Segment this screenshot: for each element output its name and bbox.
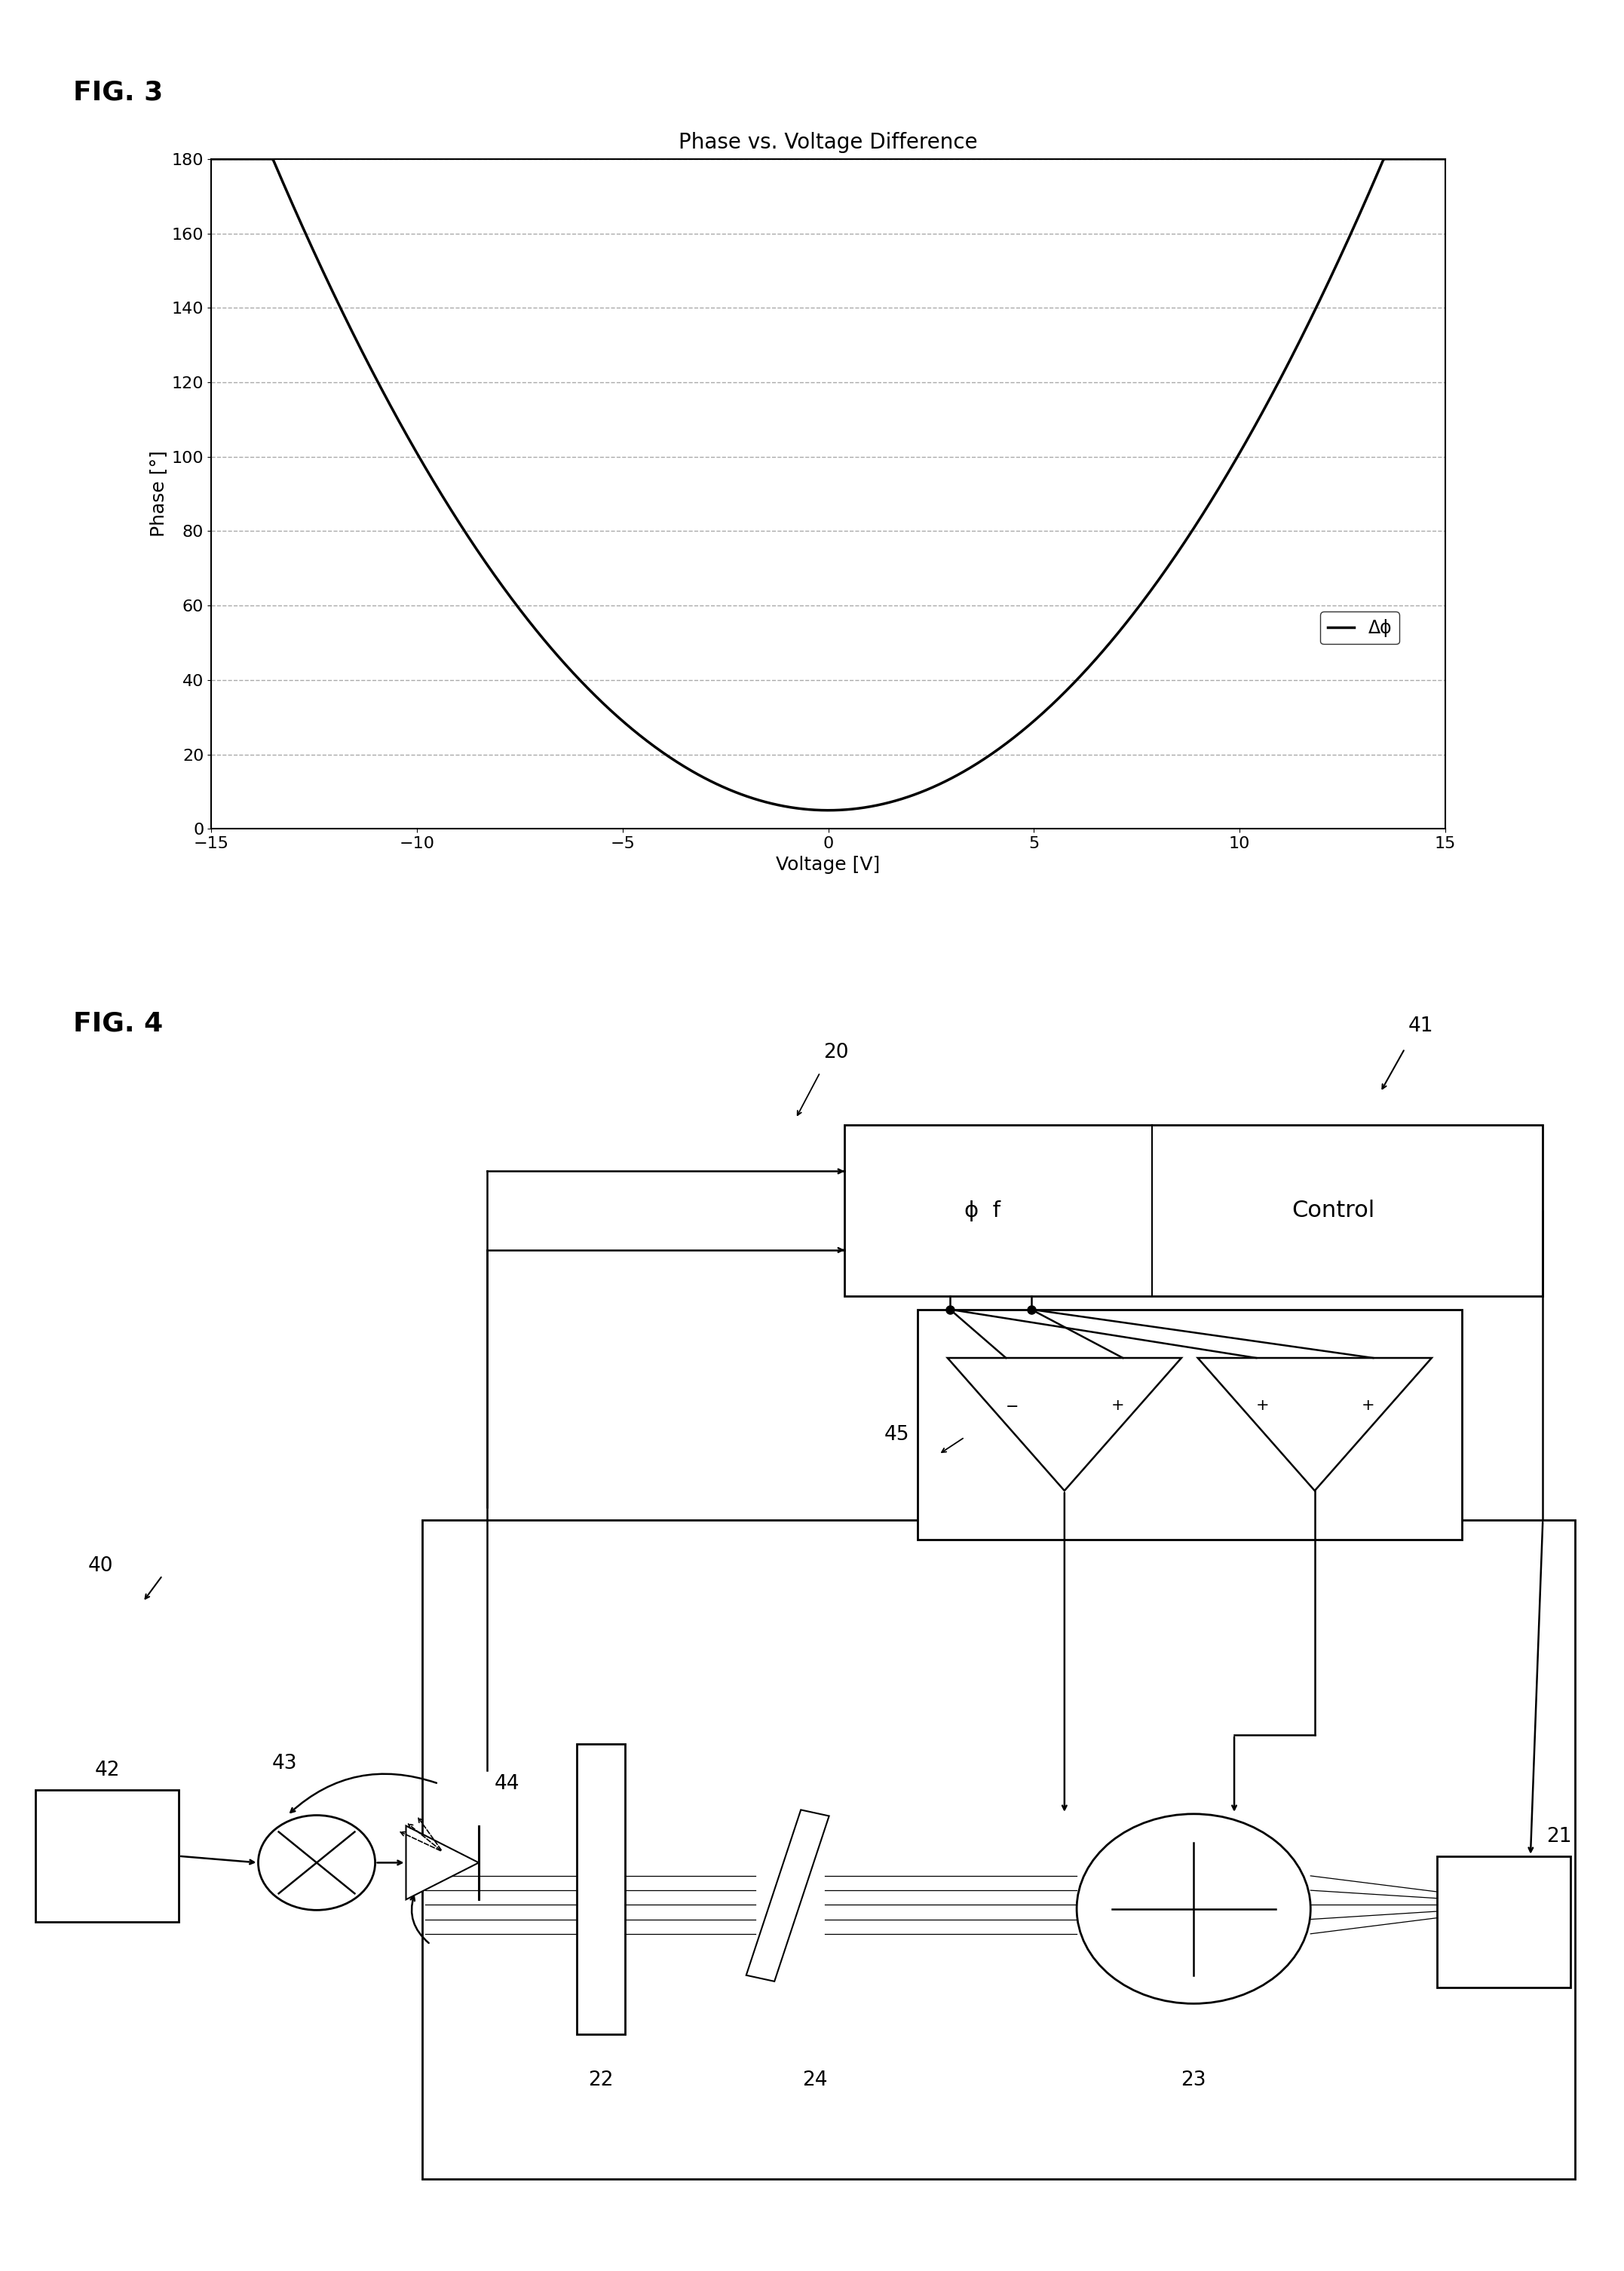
FancyBboxPatch shape: [577, 1744, 625, 2035]
Y-axis label: Phase [°]: Phase [°]: [149, 450, 167, 538]
FancyBboxPatch shape: [36, 1790, 179, 1921]
Polygon shape: [406, 1826, 479, 1899]
Text: 41: 41: [1408, 1017, 1434, 1036]
Text: 40: 40: [88, 1556, 114, 1576]
FancyBboxPatch shape: [918, 1310, 1462, 1540]
Text: $+$: $+$: [1361, 1399, 1374, 1413]
Title: Phase vs. Voltage Difference: Phase vs. Voltage Difference: [679, 132, 978, 152]
Text: 20: 20: [823, 1042, 849, 1063]
Text: $-$: $-$: [1005, 1399, 1018, 1413]
Circle shape: [1077, 1815, 1311, 2003]
Polygon shape: [1199, 1358, 1432, 1490]
Text: FIG. 4: FIG. 4: [73, 1011, 162, 1036]
Text: Control: Control: [1291, 1199, 1376, 1222]
Text: 42: 42: [94, 1760, 120, 1780]
Polygon shape: [947, 1358, 1181, 1490]
Text: 24: 24: [802, 2071, 828, 2089]
FancyBboxPatch shape: [422, 1519, 1575, 2178]
Text: $+$: $+$: [1255, 1399, 1268, 1413]
Text: 23: 23: [1181, 2071, 1207, 2089]
Text: 45: 45: [883, 1424, 909, 1444]
Legend: Δϕ: Δϕ: [1320, 611, 1400, 645]
Text: $+$: $+$: [1111, 1399, 1124, 1413]
Text: 44: 44: [494, 1774, 520, 1794]
FancyBboxPatch shape: [1437, 1855, 1570, 1987]
FancyBboxPatch shape: [844, 1124, 1543, 1297]
Text: 43: 43: [271, 1753, 297, 1774]
X-axis label: Voltage [V]: Voltage [V]: [776, 856, 880, 874]
Text: 22: 22: [588, 2071, 614, 2089]
Text: ϕ  f: ϕ f: [965, 1199, 1000, 1222]
Polygon shape: [745, 1810, 830, 1980]
Text: FIG. 3: FIG. 3: [73, 79, 162, 104]
Text: 21: 21: [1546, 1826, 1572, 1846]
Circle shape: [258, 1815, 375, 1910]
